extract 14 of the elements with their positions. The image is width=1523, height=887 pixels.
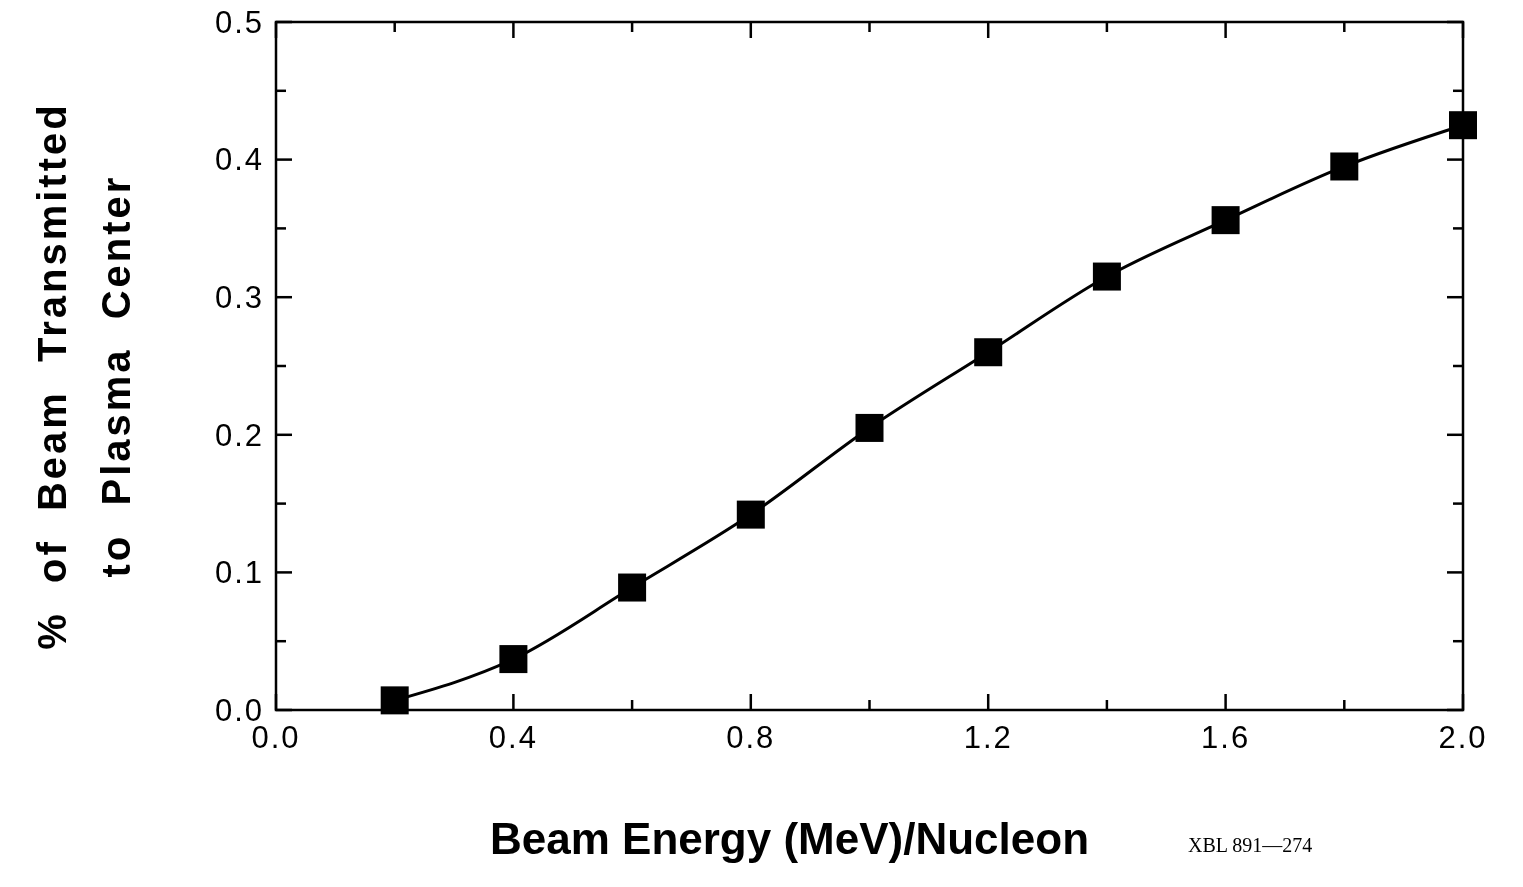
x-tick-label: 1.2 <box>963 720 1013 755</box>
x-tick-label: 0.0 <box>251 720 301 755</box>
y-tick-label: 0.3 <box>214 280 264 316</box>
y-tick-label: 0.2 <box>214 417 264 453</box>
text: XBL 891—274 <box>1188 834 1313 856</box>
x-tick-label: 1.6 <box>1201 720 1251 755</box>
x-tick-label: 0.4 <box>488 720 538 755</box>
y-tick-label: 0.5 <box>214 4 264 40</box>
y-axis-title: % of Beam Transmitted to Plasma Center <box>30 102 138 650</box>
x-axis-title: Beam Energy (MeV)/Nucleon <box>489 814 1090 863</box>
y-tick-label: 0.4 <box>214 142 264 178</box>
x-tick-label: 0.8 <box>726 720 776 755</box>
x-tick-label: 2.0 <box>1438 720 1488 755</box>
y-tick-label: 0.1 <box>214 555 264 591</box>
